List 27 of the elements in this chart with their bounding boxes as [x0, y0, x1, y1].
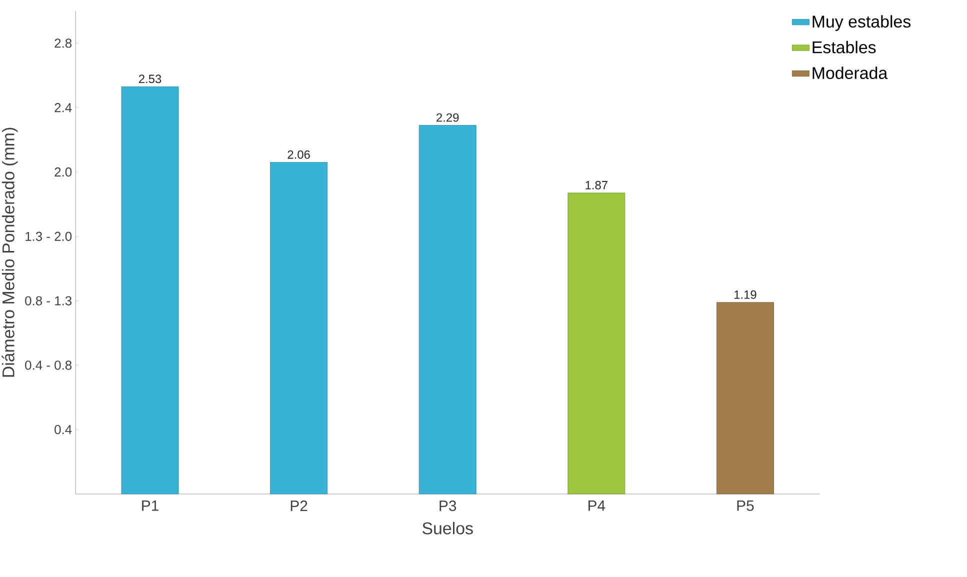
- data-label: 1.87: [586, 180, 608, 190]
- data-label: 2.29: [436, 113, 459, 122]
- legend-label: Moderada: [812, 66, 888, 80]
- legend-label: Muy estables: [812, 15, 911, 31]
- legend-label: Estables: [812, 40, 876, 54]
- y-tick-label: 1.3 - 2.0: [26, 232, 72, 241]
- data-label: 2.06: [288, 150, 310, 159]
- bar: [121, 86, 179, 494]
- x-tick-label: P1: [142, 500, 158, 511]
- data-label: 2.53: [138, 74, 162, 84]
- bar: [418, 125, 476, 494]
- x-tick-label: P4: [588, 500, 606, 511]
- y-tick-label: 0.4 - 0.8: [25, 360, 72, 370]
- y-tick-label: 2.0: [54, 167, 72, 177]
- x-tick-label: P5: [737, 500, 754, 511]
- y-tick-label: 0.8 - 1.3: [25, 296, 72, 306]
- bar: [716, 302, 774, 494]
- data-label: 1.19: [734, 290, 756, 299]
- y-tick-label: 2.8: [54, 38, 72, 48]
- bar: [270, 162, 328, 494]
- y-tick-label: 2.4: [54, 103, 72, 112]
- bar: [568, 192, 626, 494]
- x-tick-label: P2: [290, 500, 308, 511]
- x-tick-label: P3: [440, 500, 456, 512]
- x-axis-title: Suelos: [422, 522, 473, 534]
- y-axis-title: Diámetro Medio Ponderado (mm): [2, 128, 18, 377]
- y-tick-label: 0.4: [54, 424, 72, 434]
